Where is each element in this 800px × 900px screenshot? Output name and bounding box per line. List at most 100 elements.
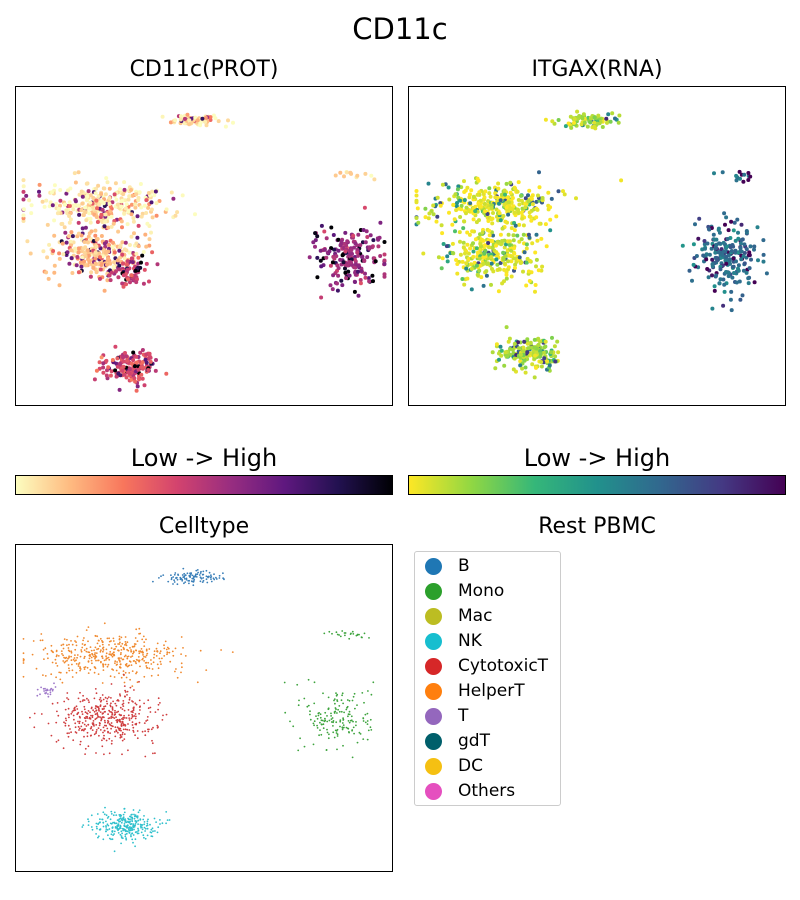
cell-point-helpert — [483, 189, 488, 194]
cell-point-nk — [497, 357, 501, 362]
cell-point-cytotoxict — [533, 250, 538, 255]
cell-point-b — [160, 575, 162, 578]
cell-point-helpert — [150, 674, 153, 677]
cell-point-mono — [709, 246, 714, 251]
cell-point-cytotoxict — [62, 747, 65, 750]
cell-point-cytotoxict — [98, 734, 100, 737]
cell-point-helpert — [121, 642, 124, 645]
cell-point-cytotoxict — [98, 267, 103, 272]
cell-point-cytotoxict — [509, 259, 514, 264]
cell-point-mono — [701, 253, 706, 258]
cell-point-helpert — [128, 672, 131, 674]
cell-point-cytotoxict — [530, 241, 535, 246]
cell-point-helpert — [99, 645, 101, 647]
cell-point-cytotoxict — [440, 256, 445, 261]
cell-point-mono — [713, 250, 718, 255]
cell-point-nk — [143, 821, 146, 823]
cell-point-helpert — [66, 638, 68, 641]
cell-point-mono — [720, 253, 725, 257]
cell-point-mono — [694, 254, 699, 258]
cell-point-cytotoxict — [115, 716, 117, 718]
cell-point-helpert — [454, 208, 459, 213]
cell-point-helpert — [184, 655, 187, 657]
cell-point-b — [202, 570, 205, 573]
cell-point-cytotoxict — [133, 689, 135, 691]
cell-point-cytotoxict — [450, 241, 455, 246]
cell-point-mono — [336, 712, 338, 714]
cell-point-helpert — [125, 676, 128, 679]
cell-point-helpert — [47, 242, 52, 247]
cell-point-b — [215, 576, 217, 579]
cell-point-b — [196, 573, 199, 576]
cell-point-helpert — [502, 188, 507, 193]
cell-point-cytotoxict — [487, 233, 492, 238]
cell-point-b — [189, 575, 192, 578]
cell-point-mono — [356, 253, 360, 258]
cell-point-helpert — [144, 211, 149, 215]
cell-point-mono — [327, 708, 330, 711]
cell-point-helpert — [462, 179, 466, 184]
cell-point-helpert — [467, 232, 472, 237]
cell-point-cytotoxict — [116, 699, 119, 702]
cell-point-helpert — [125, 664, 128, 667]
cell-point-cytotoxict — [444, 244, 449, 249]
cell-point-helpert — [115, 669, 118, 672]
cell-point-helpert — [97, 659, 100, 662]
cell-point-helpert — [94, 667, 97, 670]
cell-point-helpert — [434, 219, 439, 224]
cell-point-cytotoxict — [533, 283, 538, 287]
cell-point-mono — [356, 293, 361, 298]
cell-point-mono — [721, 277, 726, 282]
cell-point-cytotoxict — [110, 742, 113, 745]
cell-point-cytotoxict — [87, 723, 90, 726]
cell-point-cytotoxict — [93, 725, 95, 727]
cell-point-nk — [123, 808, 126, 810]
legend-label: T — [458, 706, 469, 726]
cell-point-helpert — [508, 206, 513, 211]
cell-point-helpert — [24, 193, 29, 198]
cell-point-cytotoxict — [463, 251, 467, 256]
cell-point-mono — [733, 238, 738, 243]
cell-point-nk — [108, 837, 111, 840]
cell-point-b — [575, 109, 580, 114]
cell-point-nk — [97, 360, 102, 365]
scatter-plot-rna — [414, 109, 769, 380]
cell-point-b — [186, 572, 189, 575]
cell-point-nk — [142, 818, 145, 821]
cell-point-mono — [358, 243, 363, 248]
cell-point-nk — [102, 821, 105, 824]
cell-point-b — [175, 577, 177, 579]
cell-point-helpert — [150, 659, 152, 661]
cell-point-cytotoxict — [498, 261, 503, 265]
cell-point-cytotoxict — [94, 713, 97, 716]
cell-point-nk — [92, 377, 97, 382]
cell-point-mono — [362, 720, 365, 722]
cell-point-helpert — [83, 205, 87, 210]
cell-point-cytotoxict — [143, 702, 145, 705]
cell-point-nk — [140, 360, 145, 364]
cell-point-mono-small — [343, 632, 346, 634]
cell-point-mono — [702, 239, 707, 243]
cell-point-mono — [742, 261, 747, 266]
cell-point-helpert — [89, 655, 91, 657]
cell-point-nk — [104, 373, 109, 378]
cell-point-helpert — [174, 670, 176, 673]
cell-point-mono — [718, 277, 723, 282]
cell-point-helpert — [133, 205, 138, 210]
cell-point-nk — [499, 348, 504, 353]
cell-point-helpert — [62, 202, 67, 207]
cell-point-b — [201, 581, 204, 583]
cell-point-nk — [124, 835, 127, 838]
cell-point-helpert — [149, 200, 154, 205]
cell-point-helpert — [113, 181, 118, 186]
cell-point-b — [162, 574, 165, 576]
cell-point-nk — [116, 371, 121, 376]
cell-point-helpert — [150, 215, 155, 220]
cell-point-mono — [330, 718, 333, 720]
cell-point-nk — [109, 369, 114, 374]
cell-point-mono — [342, 702, 344, 705]
cell-point-nk — [142, 383, 147, 388]
legend-item: Mac — [425, 605, 492, 627]
cell-point-mono — [303, 745, 306, 748]
cell-point-helpert — [135, 671, 138, 674]
